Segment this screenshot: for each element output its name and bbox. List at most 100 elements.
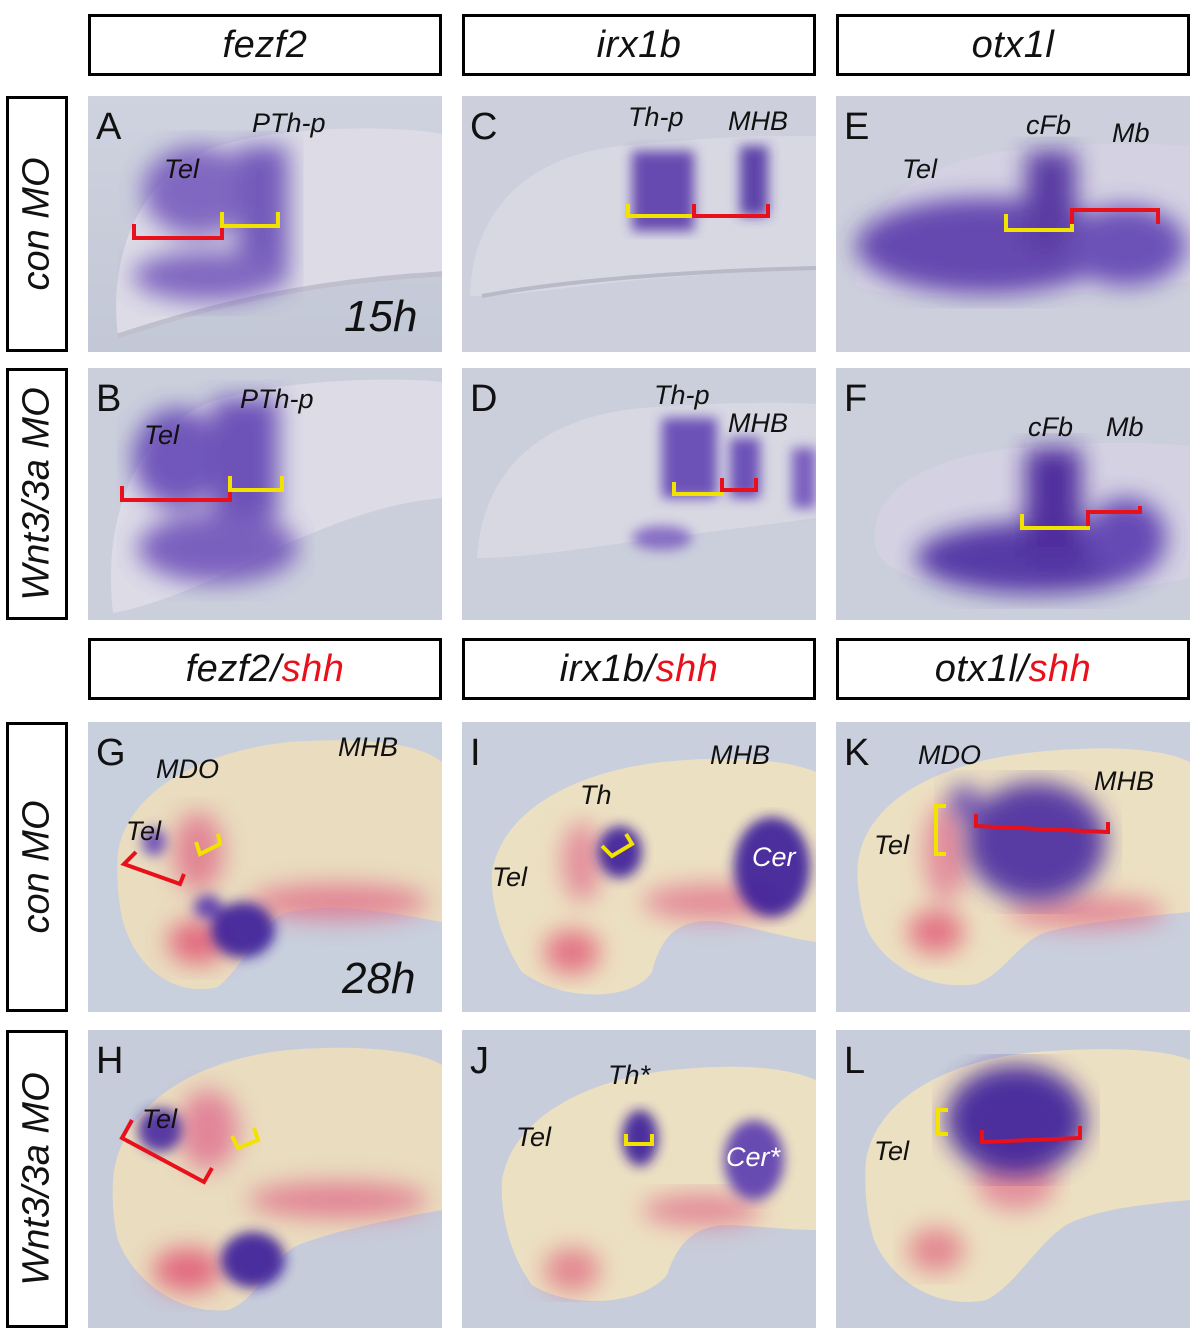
- red-bracket: [1086, 506, 1142, 526]
- embryo-image: [88, 368, 442, 620]
- header-text: fezf2: [222, 23, 308, 66]
- label-cfb: cFb: [1028, 412, 1074, 442]
- label-tel: Tel: [516, 1122, 552, 1152]
- embryo-image: [836, 368, 1190, 620]
- yellow-bracket: [228, 476, 284, 492]
- panel-letter: F: [844, 378, 868, 420]
- red-bracket: [692, 204, 770, 218]
- panel-i: I MHB Th Tel Cer: [462, 722, 816, 1012]
- label-cer-star: Cer*: [726, 1142, 781, 1172]
- label-tel: Tel: [126, 816, 162, 846]
- panel-letter: B: [96, 378, 122, 420]
- row-label-wnt3-mo-top: Wnt3/3a MO: [6, 368, 68, 620]
- header-irx1b: irx1b: [462, 14, 816, 76]
- header-text: irx1b: [596, 23, 682, 66]
- panel-letter: J: [470, 1040, 489, 1082]
- red-bracket: [120, 850, 186, 887]
- panel-b: B Tel PTh-p: [88, 368, 442, 620]
- probe-name: shh: [655, 647, 719, 690]
- gene-name: otx1l: [934, 647, 1018, 690]
- embryo-image: [462, 722, 816, 1012]
- red-bracket: [980, 1126, 1082, 1145]
- header-fezf2-shh: fezf2/shh: [88, 638, 442, 700]
- panel-letter: H: [96, 1040, 124, 1082]
- panel-g: G MDO MHB Tel 28h: [88, 722, 442, 1012]
- row-label-wnt3-mo-bottom: Wnt3/3a MO: [6, 1030, 68, 1328]
- embryo-image: [462, 1030, 816, 1328]
- label-mdo: MDO: [918, 740, 981, 770]
- panel-letter: D: [470, 378, 498, 420]
- yellow-bracket: [936, 1108, 948, 1136]
- header-text: otx1l: [971, 23, 1055, 66]
- stage-label: 15h: [344, 292, 418, 341]
- panel-j: J Th* Tel Cer*: [462, 1030, 816, 1328]
- panel-letter: E: [844, 106, 870, 148]
- embryo-image: [462, 368, 816, 620]
- row-label-text: con MO: [15, 157, 58, 291]
- label-mhb: MHB: [710, 740, 770, 770]
- label-th-star: Th*: [608, 1060, 651, 1090]
- row-label-text: con MO: [15, 800, 58, 934]
- panel-d: D Th-p MHB: [462, 368, 816, 620]
- panel-l: L Tel: [836, 1030, 1190, 1328]
- embryo-image: [88, 722, 442, 1012]
- label-mhb: MHB: [728, 106, 788, 136]
- label-tel: Tel: [142, 1104, 178, 1134]
- panel-k: K MDO MHB Tel: [836, 722, 1190, 1012]
- row-label-con-mo-top: con MO: [6, 96, 68, 352]
- panel-letter: A: [96, 106, 122, 148]
- yellow-bracket: [600, 832, 635, 859]
- embryo-image: [88, 96, 442, 352]
- red-bracket: [974, 814, 1110, 835]
- label-mhb: MHB: [1094, 766, 1154, 796]
- label-mb: Mb: [1106, 412, 1144, 442]
- embryo-image: [836, 722, 1190, 1012]
- header-otx1l-shh: otx1l/shh: [836, 638, 1190, 700]
- embryo-image: [88, 1030, 442, 1328]
- red-bracket: [120, 486, 232, 502]
- panel-f: F cFb Mb: [836, 368, 1190, 620]
- row-label-con-mo-bottom: con MO: [6, 722, 68, 1012]
- label-th-p: Th-p: [628, 102, 684, 132]
- yellow-bracket: [194, 833, 223, 857]
- label-th: Th: [580, 780, 612, 810]
- red-bracket: [132, 224, 224, 240]
- label-pth-p: PTh-p: [252, 108, 326, 138]
- embryo-image: [836, 1030, 1190, 1328]
- panel-letter: I: [470, 732, 481, 774]
- label-cfb: cFb: [1026, 110, 1072, 140]
- panel-e: E Tel cFb Mb: [836, 96, 1190, 352]
- separator: /: [1017, 647, 1029, 690]
- red-bracket: [720, 478, 758, 492]
- label-tel: Tel: [164, 154, 200, 184]
- label-tel: Tel: [874, 1136, 910, 1166]
- embryo-image: [462, 96, 816, 352]
- label-tel: Tel: [874, 830, 910, 860]
- label-mdo: MDO: [156, 754, 219, 784]
- panel-letter: K: [844, 732, 870, 774]
- label-pth-p: PTh-p: [240, 384, 314, 414]
- label-mhb: MHB: [338, 732, 398, 762]
- panel-letter: C: [470, 106, 498, 148]
- header-fezf2: fezf2: [88, 14, 442, 76]
- embryo-image: [836, 96, 1190, 352]
- header-otx1l: otx1l: [836, 14, 1190, 76]
- row-label-text: Wnt3/3a MO: [15, 1072, 58, 1286]
- panel-a: A Tel PTh-p 15h: [88, 96, 442, 352]
- red-bracket: [1070, 208, 1160, 224]
- probe-name: shh: [1028, 647, 1092, 690]
- label-mhb: MHB: [728, 408, 788, 438]
- yellow-bracket: [220, 212, 280, 228]
- yellow-bracket: [934, 804, 946, 856]
- label-tel: Tel: [492, 862, 528, 892]
- label-mb: Mb: [1112, 118, 1150, 148]
- header-irx1b-shh: irx1b/shh: [462, 638, 816, 700]
- stage-label: 28h: [342, 954, 416, 1003]
- label-th-p: Th-p: [654, 380, 710, 410]
- label-tel: Tel: [902, 154, 938, 184]
- label-cer: Cer: [752, 842, 796, 872]
- gene-name: fezf2: [185, 647, 271, 690]
- probe-name: shh: [281, 647, 345, 690]
- separator: /: [270, 647, 282, 690]
- row-label-text: Wnt3/3a MO: [15, 387, 58, 601]
